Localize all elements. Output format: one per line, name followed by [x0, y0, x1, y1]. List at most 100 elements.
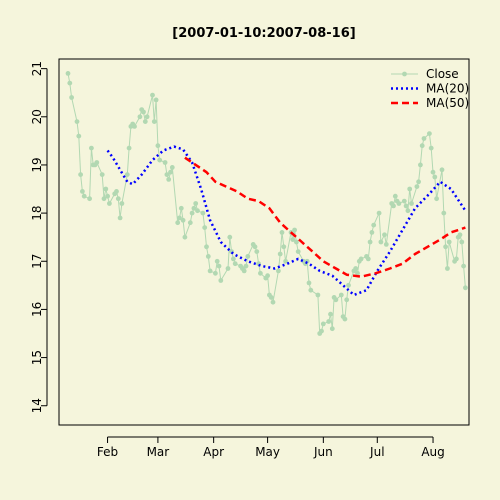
data-point-close	[177, 215, 182, 221]
data-point-close	[187, 220, 193, 226]
data-point-close	[78, 172, 83, 178]
data-point-close	[383, 242, 389, 247]
data-point-close	[195, 208, 200, 214]
x-tick-label: Jun	[313, 445, 333, 459]
data-point-close	[214, 258, 220, 264]
data-point-close	[279, 230, 285, 235]
data-point-close	[65, 71, 71, 76]
data-point-close	[245, 254, 251, 259]
data-point-close	[225, 266, 231, 271]
data-point-close	[270, 299, 276, 305]
data-point-close	[243, 263, 249, 269]
x-axis: Feb Mar Apr May Jun Jul Aug	[97, 436, 445, 459]
data-point-close	[141, 109, 146, 115]
data-point-close	[405, 208, 411, 214]
legend-label-ma-50: MA(50)	[426, 96, 469, 110]
data-point-close	[231, 256, 236, 262]
data-point-close	[328, 311, 333, 317]
data-point-close	[315, 292, 321, 298]
y-tick-label: 20	[30, 109, 44, 124]
data-point-close	[191, 205, 197, 211]
data-point-close	[353, 266, 359, 271]
series-line-ma-50	[184, 156, 466, 278]
data-point-close	[292, 227, 297, 233]
data-point-close	[376, 210, 382, 216]
data-point-close	[308, 287, 314, 293]
data-point-close	[283, 258, 288, 264]
data-point-close	[403, 203, 409, 209]
series-line-close	[67, 73, 466, 334]
y-tick-label: 17	[30, 254, 44, 269]
data-point-close	[365, 256, 371, 262]
chart-title: [2007-01-10:2007-08-16]	[172, 26, 355, 41]
data-point-close	[150, 92, 155, 98]
data-point-close	[342, 316, 348, 322]
data-point-close	[216, 263, 222, 269]
series-layer	[65, 71, 468, 336]
plot-frame	[58, 58, 470, 426]
y-tick-label: 15	[30, 350, 44, 365]
data-point-close	[151, 119, 157, 124]
data-point-close	[441, 210, 447, 216]
data-point-close	[202, 225, 208, 231]
data-point-close	[459, 239, 465, 245]
data-point-close	[252, 244, 258, 250]
x-tick-label: Jul	[369, 445, 384, 459]
data-point-close	[153, 97, 159, 103]
data-point-close	[193, 201, 199, 206]
data-point-close	[419, 143, 425, 149]
data-point-close	[204, 244, 209, 250]
legend-label-close: Close	[426, 67, 459, 81]
data-point-close	[391, 203, 396, 209]
data-point-close	[355, 270, 360, 276]
data-point-close	[396, 201, 402, 206]
data-point-close	[409, 201, 414, 206]
data-point-close	[169, 165, 175, 170]
data-point-close	[319, 328, 324, 334]
y-tick-label: 21	[30, 61, 44, 76]
data-point-close	[80, 189, 85, 194]
data-point-close	[277, 251, 283, 257]
data-point-close	[290, 237, 296, 243]
data-point-close	[218, 278, 224, 283]
x-tick-label: Feb	[97, 445, 118, 459]
data-point-close	[401, 198, 407, 204]
data-point-close	[175, 220, 181, 226]
data-point-close	[378, 239, 384, 245]
data-point-close	[294, 239, 299, 245]
x-tick-label: Mar	[147, 445, 170, 459]
data-point-close	[333, 297, 339, 303]
data-point-close	[454, 256, 459, 262]
data-point-close	[295, 249, 301, 255]
data-point-close	[416, 179, 421, 185]
data-point-close	[87, 196, 92, 202]
data-point-close	[137, 114, 143, 120]
data-point-close	[126, 145, 132, 151]
data-point-close	[74, 119, 80, 124]
data-point-close	[369, 230, 375, 235]
data-point-close	[306, 280, 312, 286]
data-point-close	[81, 193, 87, 199]
data-point-close	[463, 285, 468, 291]
data-point-close	[89, 145, 94, 151]
data-point-close	[227, 234, 233, 240]
data-point-close	[326, 319, 332, 324]
data-point-close	[119, 201, 125, 206]
data-point-close	[461, 263, 466, 269]
data-point-close	[430, 169, 436, 175]
y-axis: 14 15 16 17 18 19 20 21	[30, 61, 48, 413]
data-point-close	[178, 205, 184, 211]
data-point-close	[320, 321, 326, 327]
data-point-close	[445, 266, 450, 271]
data-point-close	[254, 249, 260, 255]
y-tick-label: 18	[30, 205, 44, 220]
data-point-close	[421, 136, 427, 141]
x-tick-label: Apr	[203, 445, 224, 459]
data-point-close	[434, 196, 439, 202]
data-point-close	[69, 95, 74, 100]
data-point-close	[428, 145, 434, 151]
data-point-close	[157, 157, 163, 163]
data-point-close	[439, 167, 445, 173]
data-point-close	[268, 295, 274, 300]
